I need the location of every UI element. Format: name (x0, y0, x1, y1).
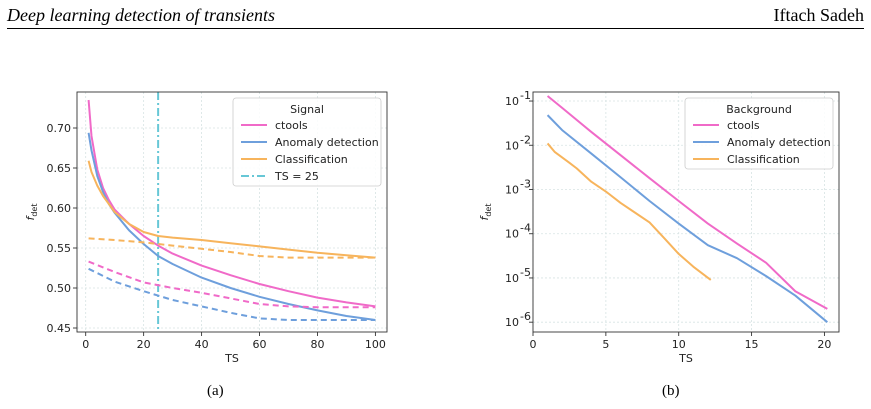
chart-signal: 0 20 40 60 80 100 0.45 0.50 0.55 0.60 0.65 0.70 TS fd… (24, 91, 388, 365)
series-line-classification-solid (87, 160, 376, 259)
y-axis-label: fdet (24, 203, 39, 220)
legend-entry-label: Classification (275, 153, 348, 166)
x-tick-label: 0 (530, 338, 537, 351)
series-group (546, 95, 828, 323)
author-name: Iftach Sadeh (773, 5, 864, 25)
y-tick-label: 10 (505, 228, 519, 241)
x-axis-label: TS (224, 352, 239, 365)
x-tick-label: 10 (672, 338, 686, 351)
legend-entry-label: TS = 25 (274, 170, 319, 183)
series-line-ctools-solid (546, 95, 828, 310)
x-tick-label: 5 (602, 338, 609, 351)
y-tick-label: 0.55 (47, 242, 72, 255)
x-tick-label: 80 (310, 338, 324, 351)
axes-frame (532, 91, 840, 333)
series-line-classification-dashed (88, 237, 376, 259)
y-tick-label: 10 (505, 95, 519, 108)
y-tick-exponent: -3 (520, 177, 531, 190)
running-header: Deep learning detection of transients If… (7, 0, 864, 28)
x-tick-label: 40 (195, 338, 209, 351)
y-tick-label: 10 (505, 139, 519, 152)
x-axis-label: TS (678, 352, 693, 365)
series-line-anomaly-solid (546, 114, 828, 323)
y-tick-exponent: -5 (520, 266, 531, 279)
caption-b: (b) (662, 383, 680, 399)
y-axis-label: fdet (478, 203, 493, 220)
legend-box (684, 97, 834, 170)
header-rule (7, 28, 864, 29)
y-tick-exponent: -1 (520, 89, 531, 102)
x-tick-label: 100 (365, 338, 386, 351)
y-tick-exponent: -2 (520, 133, 531, 146)
legend-entry-label: ctools (275, 119, 308, 132)
y-tick-exponent: -6 (520, 310, 531, 323)
series-group (87, 92, 376, 332)
legend-entry-label: Classification (727, 153, 800, 166)
y-tick-label: 0.70 (47, 122, 72, 135)
legend-title: Signal (290, 103, 324, 116)
running-title: Deep learning detection of transients (7, 5, 275, 25)
x-tick-label: 0 (82, 338, 89, 351)
y-tick-label: 10 (505, 316, 519, 329)
legend-box (232, 97, 382, 187)
y-tick-label: 0.45 (47, 322, 72, 335)
y-tick-label: 10 (505, 272, 519, 285)
y-tick-label: 10 (505, 183, 519, 196)
series-line-ctools-solid (87, 99, 376, 308)
legend-entry-label: ctools (727, 119, 760, 132)
y-tick-exponent: -4 (520, 222, 531, 235)
x-tick-label: 15 (745, 338, 759, 351)
legend-title: Background (726, 103, 792, 116)
caption-a: (a) (207, 383, 224, 399)
x-tick-label: 20 (137, 338, 151, 351)
x-tick-label: 20 (817, 338, 831, 351)
x-tick-label: 60 (253, 338, 267, 351)
legend-entry-label: Anomaly detection (275, 136, 379, 149)
legend-entry-label: Anomaly detection (727, 136, 831, 149)
y-tick-label: 0.50 (47, 282, 72, 295)
series-line-classification-solid (546, 142, 712, 281)
plot-area-signal: 0 20 40 60 80 100 0.45 0.50 0.55 0.60 0.65 0.70 TS fd… (24, 91, 388, 365)
axes-frame (76, 91, 388, 333)
y-axis-label-subscript: det (484, 203, 493, 216)
y-tick-label: 0.60 (47, 202, 72, 215)
y-axis-label-subscript: det (30, 203, 39, 216)
y-tick-label: 0.65 (47, 162, 72, 175)
series-line-ctools-dashed (88, 260, 376, 309)
